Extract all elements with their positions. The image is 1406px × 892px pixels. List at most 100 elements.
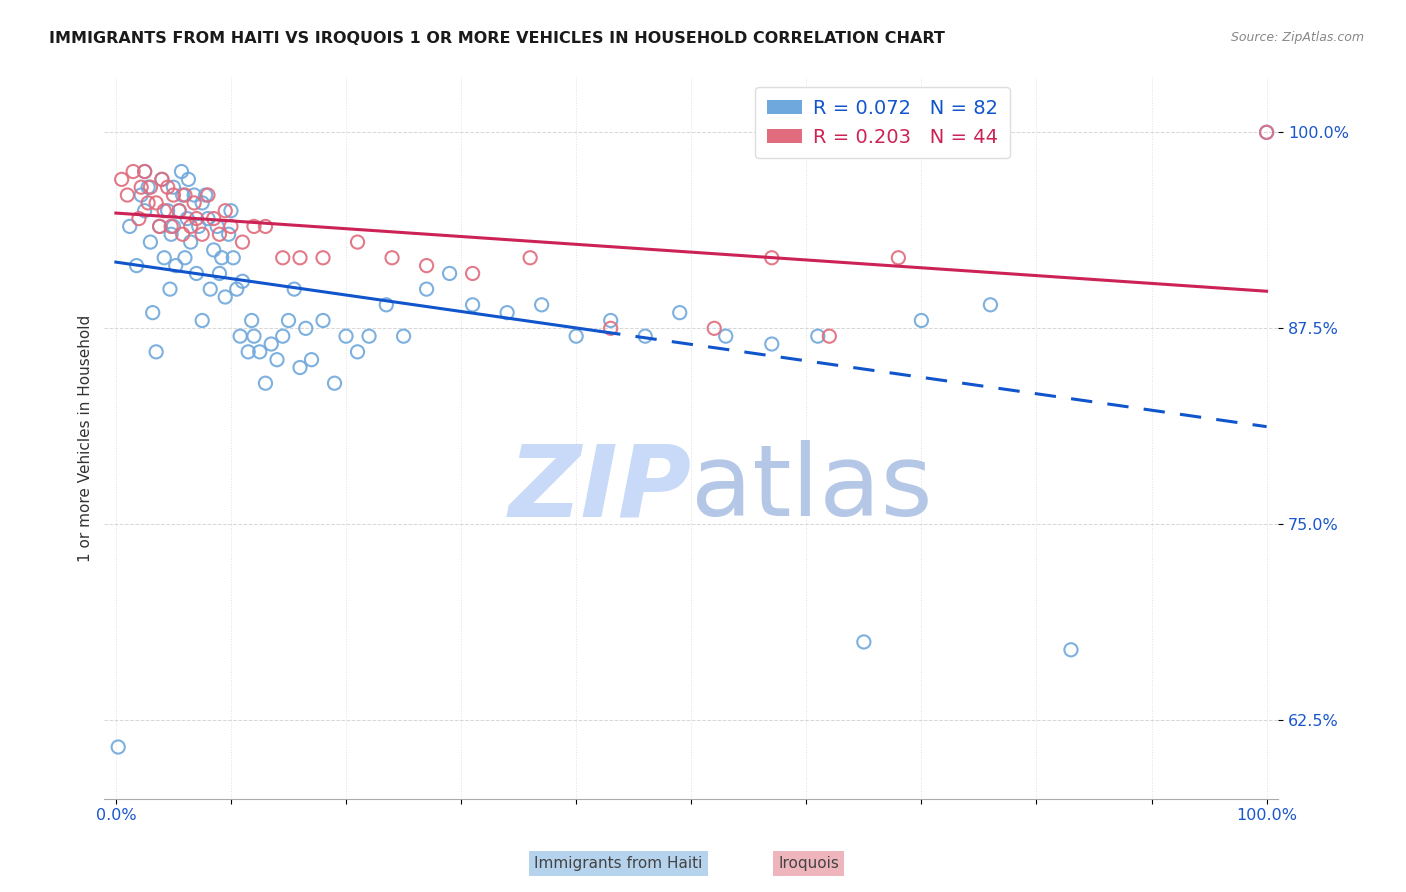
Point [139,235,162,249]
Point [530,298,553,312]
Point [136,180,159,194]
Point [231,235,253,249]
Point [191,195,214,210]
Text: Immigrants from Haiti: Immigrants from Haiti [534,856,703,871]
Point [134,164,156,178]
Point [761,337,783,351]
Point [174,251,197,265]
Point [107,739,129,754]
Point [599,313,621,327]
Point [219,203,242,218]
Point [174,188,197,202]
Text: ZIP: ZIP [508,440,692,537]
Point [136,195,159,210]
Point [703,321,725,335]
Point [191,227,214,242]
Point [208,227,231,242]
Point [162,188,184,202]
Y-axis label: 1 or more Vehicles in Household: 1 or more Vehicles in Household [79,315,93,562]
Point [170,164,193,178]
Point [288,360,311,375]
Point [229,329,252,343]
Point [162,180,184,194]
Point [565,329,588,343]
Point [125,259,148,273]
Point [243,219,266,234]
Point [191,313,214,327]
Point [150,172,173,186]
Point [111,172,134,186]
Point [129,188,152,202]
Point [172,227,194,242]
Point [153,203,176,218]
Point [180,219,202,234]
Point [225,282,247,296]
Point [346,344,368,359]
Point [1256,125,1278,139]
Point [271,329,294,343]
Point [375,298,398,312]
Point [142,306,165,320]
Point [222,251,245,265]
Point [200,282,222,296]
Point [254,219,277,234]
Point [186,267,208,281]
Point [128,211,150,226]
Point [496,306,519,320]
Point [415,282,437,296]
Point [118,219,141,234]
Point [323,376,346,391]
Point [887,251,910,265]
Point [183,188,205,202]
Point [249,344,271,359]
Point [277,313,299,327]
Point [172,188,194,202]
Point [218,227,240,242]
Point [186,211,208,226]
Point [668,306,690,320]
Point [165,259,187,273]
Point [214,203,236,218]
Point [197,188,219,202]
Point [238,344,260,359]
Point [1060,642,1083,657]
Point [283,282,305,296]
Point [381,251,404,265]
Point [910,313,932,327]
Point [167,203,190,218]
Point [294,321,316,335]
Text: Source: ZipAtlas.com: Source: ZipAtlas.com [1230,31,1364,45]
Point [162,219,184,234]
Text: atlas: atlas [692,440,932,537]
Point [167,203,190,218]
Point [461,298,484,312]
Point [346,235,368,249]
Point [1256,125,1278,139]
Point [599,321,621,335]
Text: Iroquois: Iroquois [778,856,839,871]
Point [183,195,205,210]
Point [187,219,209,234]
Point [439,267,461,281]
Point [117,188,139,202]
Point [979,298,1001,312]
Point [208,267,231,281]
Point [205,219,228,234]
Point [243,329,266,343]
Point [159,282,181,296]
Point [160,227,183,242]
Point [761,251,783,265]
Point [357,329,380,343]
Point [134,203,156,218]
Point [301,352,323,367]
Point [415,259,437,273]
Point [139,180,162,194]
Text: IMMIGRANTS FROM HAITI VS IROQUOIS 1 OR MORE VEHICLES IN HOUSEHOLD CORRELATION CH: IMMIGRANTS FROM HAITI VS IROQUOIS 1 OR M… [49,31,945,46]
Point [122,164,145,178]
Point [807,329,830,343]
Point [818,329,841,343]
Point [519,251,541,265]
Point [177,172,200,186]
Point [156,180,179,194]
Point [194,188,217,202]
